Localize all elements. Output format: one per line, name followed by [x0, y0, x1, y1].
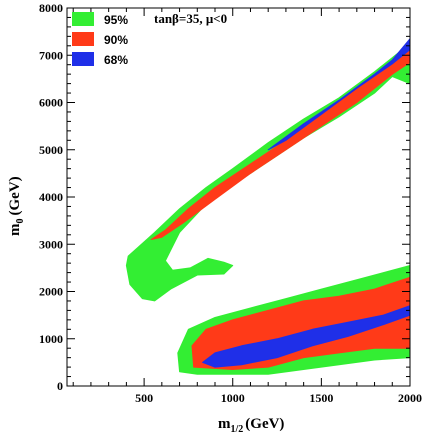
legend: 95% 90% 68% [72, 12, 128, 67]
legend-label-95: 95% [104, 13, 128, 27]
x-tick-label-2000: 2000 [398, 391, 422, 405]
y-tick-label-7000: 7000 [39, 48, 63, 62]
axis-ticks: 500 1000 1500 2000 0 1000 2000 3000 4000 5000 6000… [39, 1, 422, 405]
y-tick-label-0: 0 [57, 379, 63, 393]
y-tick-label-5000: 5000 [39, 143, 63, 157]
y-tick-label-6000: 6000 [39, 96, 63, 110]
y-tick-label-2000: 2000 [39, 285, 63, 299]
legend-swatch-68 [72, 52, 94, 66]
y-axis-title-main: m [7, 223, 23, 236]
y-axis-title-sub: 0 [15, 219, 26, 224]
y-tick-label-4000: 4000 [39, 190, 63, 204]
x-axis-title: m1/2 (GeV) [218, 416, 284, 435]
x-tick-label-1000: 1000 [221, 391, 245, 405]
x-axis-title-main: m [218, 416, 231, 432]
y-axis-title-unit: (GeV) [7, 176, 23, 215]
legend-label-68: 68% [104, 53, 128, 67]
legend-label-90: 90% [104, 33, 128, 47]
y-tick-label-1000: 1000 [39, 332, 63, 346]
y-axis-title: m0 (GeV) [7, 176, 26, 236]
x-tick-label-500: 500 [135, 391, 153, 405]
x-axis-title-sub: 1/2 [231, 424, 244, 435]
legend-swatch-90 [72, 32, 94, 46]
x-axis-title-unit: (GeV) [245, 416, 284, 432]
x-tick-label-1500: 1500 [309, 391, 333, 405]
confidence-regions [125, 38, 411, 375]
y-tick-label-3000: 3000 [39, 237, 63, 251]
legend-swatch-95 [72, 12, 94, 26]
y-tick-label-8000: 8000 [39, 1, 63, 15]
annotation: tanβ=35, μ<0 [154, 11, 227, 26]
